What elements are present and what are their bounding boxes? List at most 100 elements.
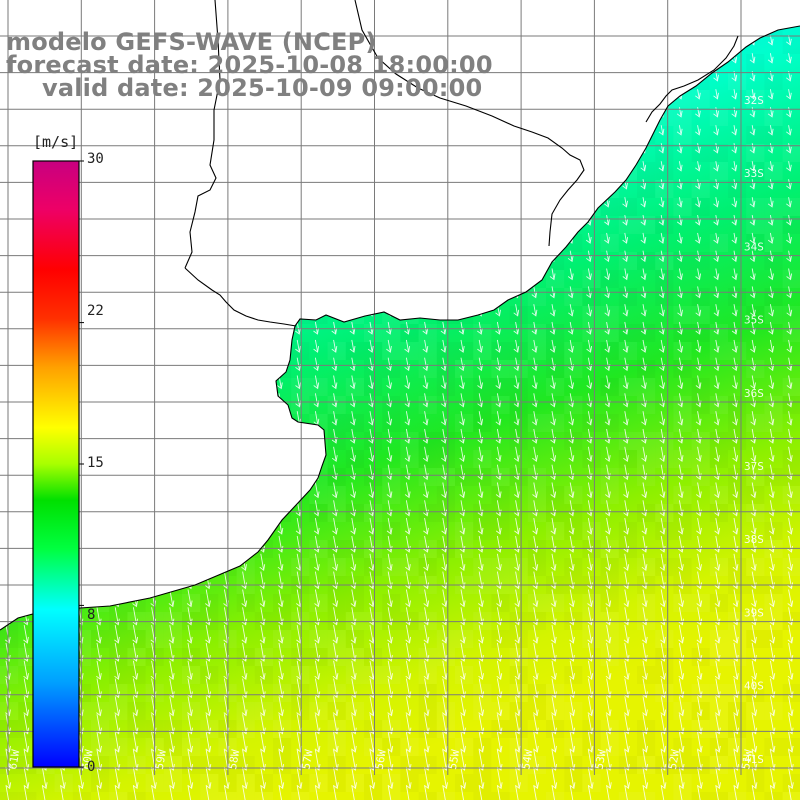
wind-arrow	[385, 215, 392, 226]
wind-arrow	[549, 268, 556, 281]
wind-arrow	[641, 446, 648, 463]
wind-arrow	[222, 446, 229, 463]
wind-arrow	[313, 321, 319, 335]
wind-arrow	[149, 161, 155, 172]
wind-arrow	[587, 553, 593, 572]
wind-arrow	[95, 589, 102, 608]
wind-arrow	[94, 321, 101, 335]
wind-arrow	[295, 428, 302, 444]
wind-arrow	[549, 339, 556, 353]
wind-arrow	[659, 482, 666, 499]
wind-arrow	[532, 696, 539, 717]
wind-arrow	[278, 696, 284, 717]
wind-arrow	[569, 660, 575, 681]
wind-arrow	[786, 411, 793, 426]
wind-arrow	[258, 268, 265, 281]
wind-arrow	[132, 696, 139, 717]
wind-arrow	[277, 553, 284, 572]
wind-arrow	[22, 535, 29, 553]
wind-arrow	[515, 785, 521, 800]
wind-arrow	[294, 232, 301, 244]
wind-arrow	[312, 232, 319, 244]
wind-arrow	[550, 571, 557, 590]
wind-arrow	[23, 696, 30, 717]
title-valid-date: valid date: 2025-10-09 09:00:00	[42, 74, 483, 102]
wind-arrow	[278, 785, 285, 800]
wind-arrow	[769, 678, 776, 699]
wind-arrow	[241, 535, 247, 553]
wind-arrow	[367, 179, 374, 190]
wind-arrow	[494, 161, 501, 172]
wind-arrow	[149, 304, 156, 317]
wind-arrow	[22, 321, 28, 335]
wind-arrow	[642, 785, 649, 800]
wind-arrow	[459, 482, 466, 499]
wind-arrow	[423, 518, 429, 535]
wind-arrow	[550, 553, 557, 572]
wind-arrow	[423, 732, 430, 753]
wind-arrow	[314, 660, 321, 681]
wind-arrow	[22, 518, 29, 535]
wind-arrow	[695, 53, 701, 64]
wind-arrow	[459, 393, 465, 408]
wind-arrow	[567, 268, 574, 281]
colorbar-tick-label: 0	[87, 759, 96, 775]
wind-arrow	[640, 89, 647, 100]
wind-arrow	[149, 232, 155, 244]
wind-arrow	[477, 482, 484, 499]
wind-arrow	[567, 125, 574, 136]
wind-arrow	[423, 625, 430, 644]
wind-arrow	[622, 89, 628, 100]
wind-arrow	[22, 375, 28, 390]
wind-arrow	[459, 589, 466, 608]
wind-arrow	[423, 571, 430, 590]
wind-arrow	[113, 375, 119, 390]
wind-arrow	[241, 589, 248, 608]
wind-arrow	[460, 785, 467, 800]
title-model: modelo GEFS-WAVE (NCEP)	[6, 28, 377, 56]
wind-arrow	[240, 215, 246, 226]
wind-arrow	[167, 375, 174, 390]
wind-arrow	[677, 482, 684, 499]
wind-arrow	[513, 393, 520, 408]
wind-arrow	[440, 161, 446, 172]
wind-arrow	[422, 197, 428, 208]
wind-arrow	[695, 357, 702, 372]
wind-arrow	[460, 767, 467, 790]
wind-arrow	[294, 215, 301, 226]
wind-arrow	[786, 215, 792, 226]
wind-arrow	[604, 179, 610, 190]
wind-arrow	[496, 571, 502, 590]
wind-arrow	[167, 125, 173, 136]
wind-arrow	[114, 767, 121, 790]
wind-arrow	[659, 518, 666, 535]
wind-arrow	[186, 553, 193, 572]
wind-arrow	[604, 125, 610, 136]
wind-arrow	[586, 482, 593, 499]
wind-arrow	[367, 321, 374, 335]
wind-arrow	[751, 660, 757, 681]
wind-arrow	[22, 304, 28, 317]
wind-arrow	[787, 678, 794, 699]
wind-arrow	[205, 732, 212, 753]
longitude-label: 51W	[739, 748, 755, 770]
wind-arrow	[531, 339, 538, 353]
longitude-label: 52W	[666, 748, 682, 770]
wind-arrow	[713, 125, 719, 136]
wind-arrow	[495, 393, 502, 408]
wind-arrow	[331, 179, 337, 190]
wind-arrow	[149, 215, 155, 226]
wind-arrow	[350, 678, 357, 699]
wind-arrow	[713, 339, 720, 353]
wind-arrow	[221, 161, 228, 172]
wind-arrow	[168, 482, 174, 499]
wind-arrow	[258, 215, 265, 226]
wind-arrow	[494, 197, 501, 208]
wind-arrow	[331, 321, 338, 335]
wind-arrow	[114, 625, 120, 644]
wind-arrow	[441, 678, 448, 699]
wind-arrow	[276, 107, 283, 118]
wind-arrow	[531, 143, 537, 154]
wind-arrow	[786, 89, 792, 100]
wind-arrow	[21, 197, 28, 208]
